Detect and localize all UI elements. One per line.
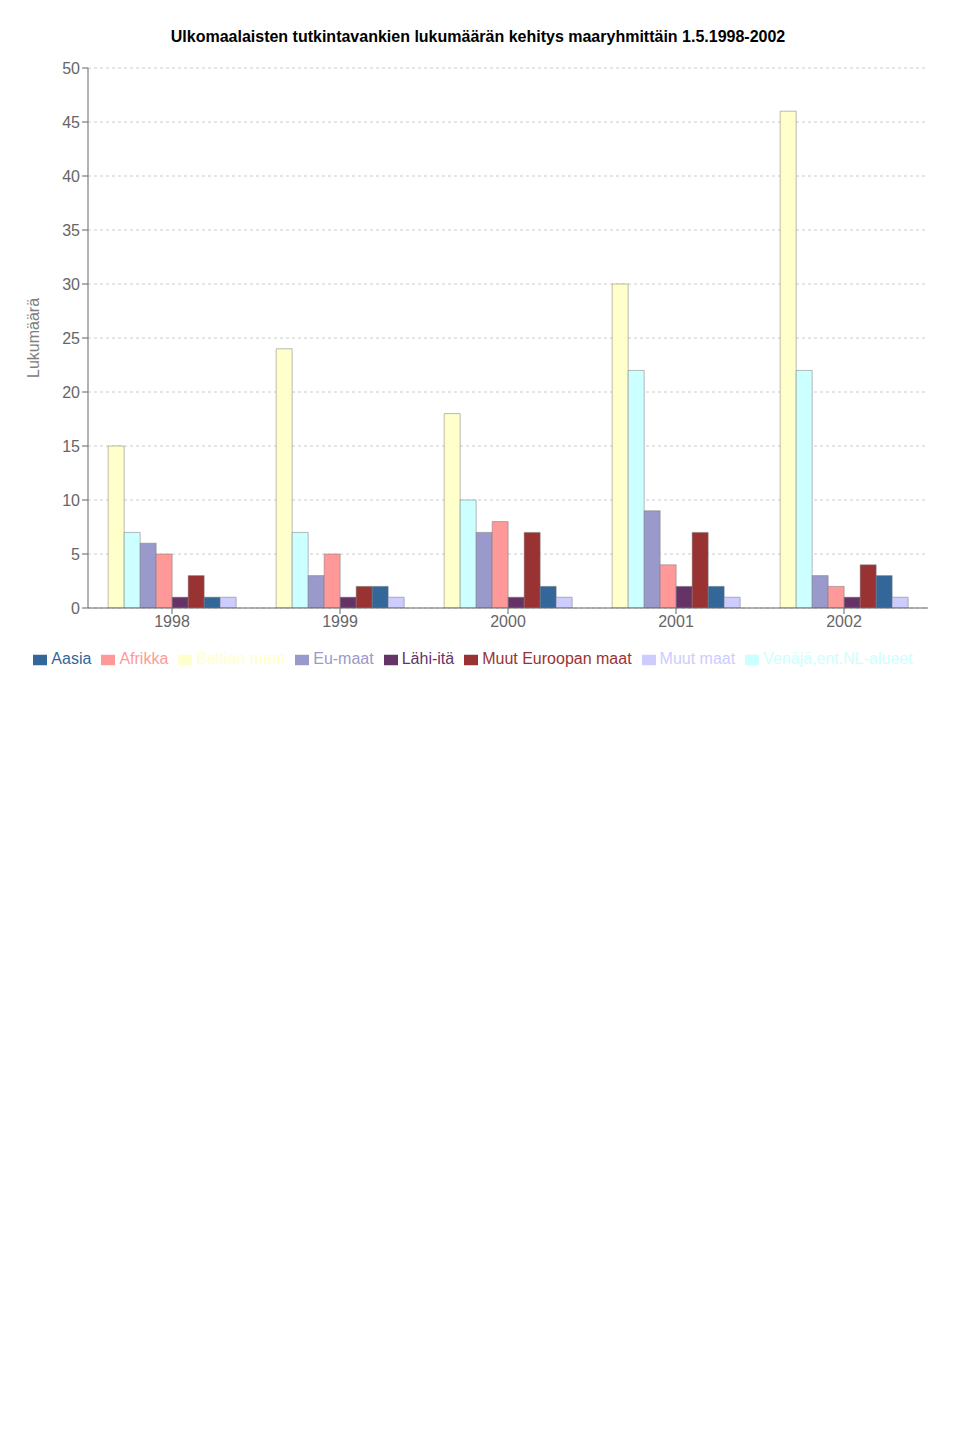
svg-text:1998: 1998 [154, 613, 190, 630]
svg-text:2001: 2001 [658, 613, 694, 630]
svg-text:2002: 2002 [826, 613, 862, 630]
svg-text:45: 45 [62, 114, 80, 131]
svg-text:1999: 1999 [322, 613, 358, 630]
svg-text:25: 25 [62, 330, 80, 347]
svg-text:Lukumäärä: Lukumäärä [25, 298, 42, 378]
svg-text:5: 5 [71, 546, 80, 563]
svg-text:10: 10 [62, 492, 80, 509]
html-text:Venäjä,ent.NL-alueet: Venäjä,ent.NL-alueet [763, 650, 913, 667]
html-text:Lähi-itä: Lähi-itä [401, 650, 455, 667]
html-text:Aasia: Aasia [51, 650, 92, 667]
html-text:Muut maat: Muut maat [659, 650, 736, 667]
svg-text:35: 35 [62, 222, 80, 239]
svg-text:20: 20 [62, 384, 80, 401]
svg-text:0: 0 [71, 600, 80, 617]
html-text:Afrikka: Afrikka [119, 650, 169, 667]
html-text:Baltian maat: Baltian maat [196, 650, 286, 667]
html-text:Ulkomaalaisten tutkintavankien: Ulkomaalaisten tutkintavankien lukumäärä… [170, 28, 786, 45]
svg-text:2000: 2000 [490, 613, 526, 630]
html-text:Eu-maat: Eu-maat [313, 650, 374, 667]
svg-text:30: 30 [62, 276, 80, 293]
svg-text:15: 15 [62, 438, 80, 455]
svg-text:50: 50 [62, 60, 80, 77]
html-text:Muut Euroopan maat: Muut Euroopan maat [482, 650, 632, 667]
svg-text:40: 40 [62, 168, 80, 185]
